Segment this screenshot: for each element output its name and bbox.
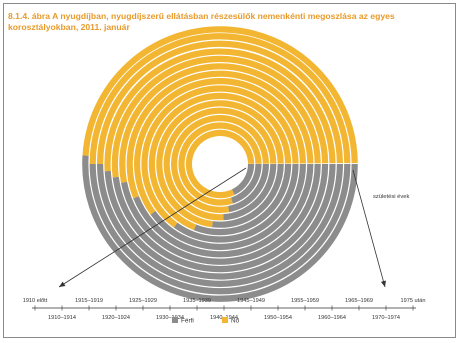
cohort-label-6: 1930–1934 xyxy=(156,315,184,321)
cohort-label-9: 1945–1949 xyxy=(237,298,265,304)
female-arc-9 xyxy=(126,70,314,199)
cohort-label-4: 1920–1924 xyxy=(102,315,130,321)
cohort-label-3: 1915–1919 xyxy=(75,298,103,304)
female-arc-14 xyxy=(89,33,351,165)
female-arc-12 xyxy=(104,48,336,172)
male-arc-11 xyxy=(112,163,329,273)
radial-chart: születési évek 1910 előtt 1910–1914 1915–19… xyxy=(23,26,426,325)
chart-title-line-1: 8.1.4. ábra A nyugdíjban, nyugdíjszerű e… xyxy=(8,11,395,21)
cohort-label-13: 1965–1969 xyxy=(345,298,373,304)
legend-label-male: Férfi xyxy=(181,318,194,325)
female-arc-10 xyxy=(119,63,321,183)
male-arc-14 xyxy=(89,163,351,295)
male-arc-13 xyxy=(97,163,343,287)
legend-label-female: Nő xyxy=(231,318,240,325)
cohort-label-10: 1950–1954 xyxy=(264,315,292,321)
female-arc-7 xyxy=(141,85,299,228)
male-arc-1 xyxy=(231,163,255,195)
cohort-label-7: 1935–1939 xyxy=(183,298,211,304)
male-arc-7 xyxy=(173,163,299,243)
male-arc-10 xyxy=(120,163,321,265)
cohort-label-11: 1955–1959 xyxy=(291,298,319,304)
cohort-label-14: 1970–1974 xyxy=(372,315,400,321)
male-arc-2 xyxy=(230,163,262,204)
female-arc-2 xyxy=(178,122,262,206)
male-arc-5 xyxy=(212,163,284,228)
male-arc-3 xyxy=(227,163,269,213)
female-arc-8 xyxy=(134,78,306,215)
cohort-label-15: 1975 után xyxy=(401,298,426,304)
arrow-to-last-cohort-head xyxy=(380,280,386,287)
cohort-label-2: 1910–1914 xyxy=(48,315,76,321)
chart-title: 8.1.4. ábra A nyugdíjban, nyugdíjszerű e… xyxy=(8,11,448,33)
arrow-to-first-cohort xyxy=(58,167,247,288)
male-arc-9 xyxy=(133,163,314,258)
annotation-birth-years: születési évek xyxy=(373,194,410,200)
female-arc-4 xyxy=(163,107,277,221)
legend-swatch-female xyxy=(222,317,228,323)
chart-title-line-2: korosztályokban, 2011. január xyxy=(8,22,130,32)
female-arc-15 xyxy=(82,26,358,164)
female-arc-5 xyxy=(156,100,284,228)
male-arc-12 xyxy=(104,163,336,280)
female-arc-1 xyxy=(185,129,255,199)
legend-swatch-male xyxy=(172,317,178,323)
cohort-label-12: 1960–1964 xyxy=(318,315,346,321)
male-arc-4 xyxy=(223,163,277,221)
male-arc-8 xyxy=(150,163,306,250)
female-arc-3 xyxy=(171,115,269,213)
female-arc-13 xyxy=(96,40,343,165)
male-arc-6 xyxy=(193,163,292,236)
arrow-to-first-cohort-head xyxy=(59,281,66,287)
chart-figure: 8.1.4. ábra A nyugdíjban, nyugdíjszerű e… xyxy=(3,3,456,338)
arrow-to-last-cohort xyxy=(352,169,386,288)
female-arc-6 xyxy=(148,92,292,231)
cohort-label-5: 1925–1929 xyxy=(129,298,157,304)
male-arc-15 xyxy=(82,155,358,302)
cohort-label-1: 1910 előtt xyxy=(23,298,48,304)
female-arc-11 xyxy=(111,55,329,178)
